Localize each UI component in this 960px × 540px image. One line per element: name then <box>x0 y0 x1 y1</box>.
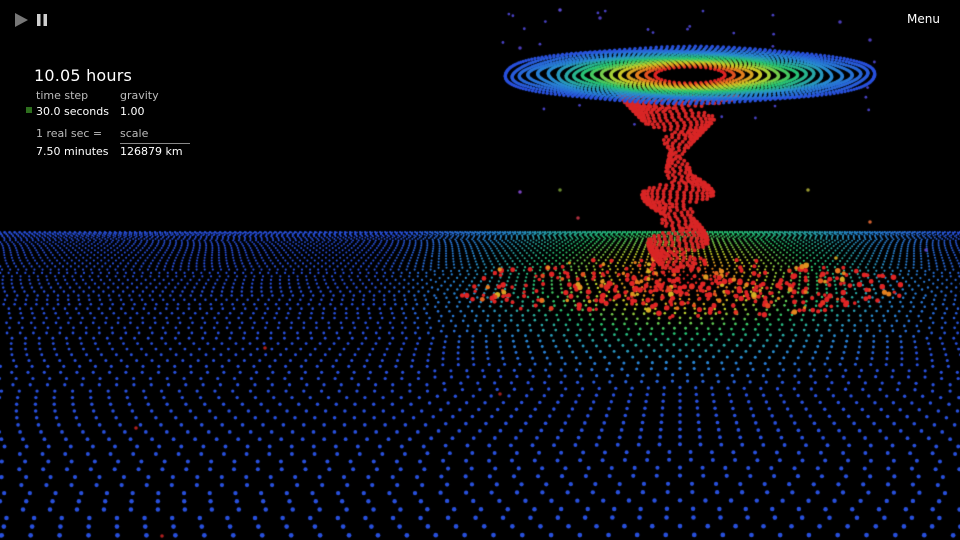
scale-value[interactable]: 126879 km <box>120 145 183 158</box>
time-step-label: time step <box>36 89 89 102</box>
stats-label-row: time step gravity <box>26 88 216 104</box>
scale-label: scale <box>120 126 190 144</box>
pause-icon[interactable] <box>37 14 47 26</box>
stats-value-row: 30.0 seconds 1.00 <box>26 104 216 120</box>
real-sec-label: 1 real sec = <box>36 127 103 140</box>
elapsed-time: 10.05 hours <box>34 66 133 85</box>
playback-controls <box>15 12 47 28</box>
play-icon[interactable] <box>15 12 29 28</box>
stats-value-row-2: 7.50 minutes 126879 km <box>26 144 216 160</box>
menu-button[interactable]: Menu <box>907 12 940 26</box>
gravity-label: gravity <box>120 89 159 102</box>
real-sec-value: 7.50 minutes <box>36 145 109 158</box>
gravity-value[interactable]: 1.00 <box>120 105 145 118</box>
simulation-stats-panel: 10.05 hours time step gravity 30.0 secon… <box>26 66 216 160</box>
time-step-marker <box>26 107 32 113</box>
stats-label-row-2: 1 real sec = scale <box>26 126 216 144</box>
time-step-value[interactable]: 30.0 seconds <box>36 105 109 118</box>
